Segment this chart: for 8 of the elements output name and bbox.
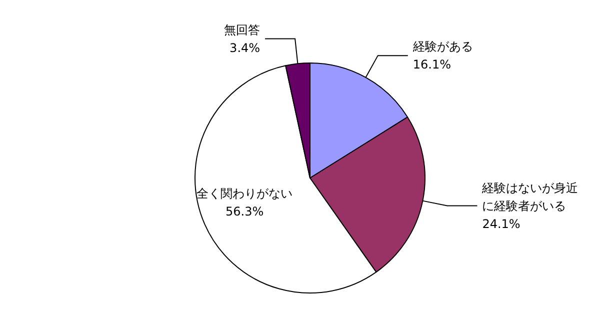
data-label: 3.4% [230,40,260,55]
slice-label: 経験はないが身近に経験者がいる [481,180,578,213]
data-label: 56.3% [226,204,264,218]
slice-label: 無回答 [224,22,260,37]
data-label: 24.1% [482,216,520,231]
slice-label: 全く関わりがない [196,186,293,200]
slice-label: 経験がある [412,40,473,54]
data-label: 16.1% [412,58,452,72]
